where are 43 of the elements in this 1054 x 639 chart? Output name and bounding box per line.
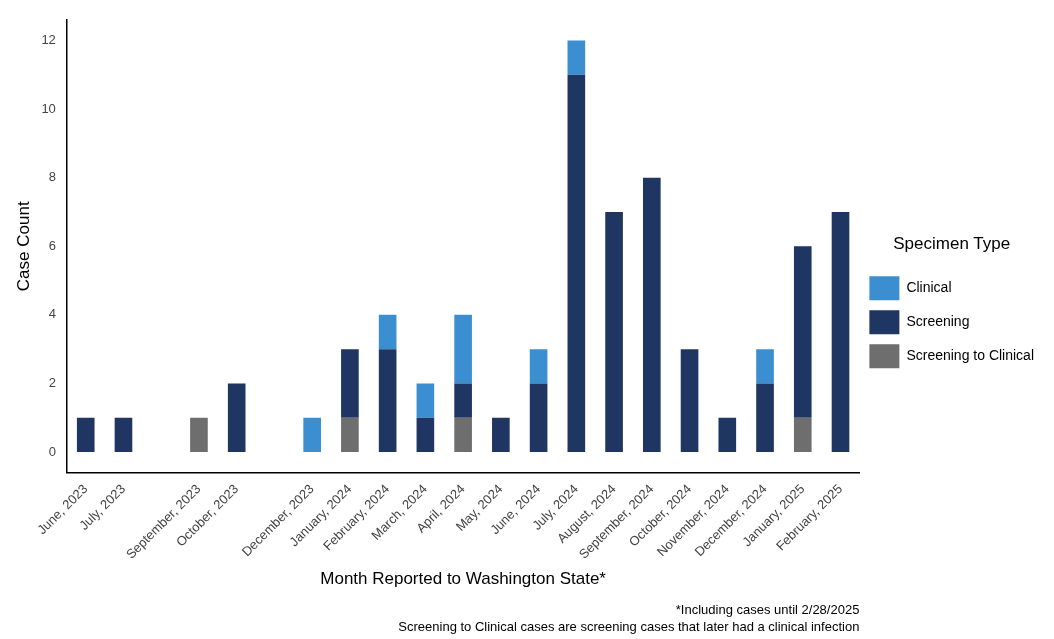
y-tick-label: 2 <box>48 374 56 390</box>
bar <box>76 417 95 452</box>
y-tick-label: 6 <box>48 237 56 253</box>
bar <box>793 417 812 452</box>
text: Screening to Clinical cases are screening cases that later had a clinical infection <box>398 619 860 634</box>
y-tick-label: 12 <box>41 32 56 48</box>
legend-label: Screening to Clinical <box>906 347 1034 364</box>
y-tick-label: 8 <box>48 169 56 185</box>
bar <box>680 349 699 452</box>
bar <box>378 349 397 452</box>
bar <box>114 417 133 452</box>
y-tick-label: 10 <box>41 100 56 116</box>
text: *Including cases until 2/28/2025 <box>675 602 860 617</box>
bar <box>454 417 472 452</box>
bar <box>378 314 397 350</box>
bar <box>718 417 737 452</box>
legend-label: Clinical <box>906 279 952 296</box>
bar <box>492 417 510 452</box>
bar <box>190 417 208 452</box>
legend-label: Screening <box>906 313 970 330</box>
bar <box>793 246 812 418</box>
bar <box>567 40 586 75</box>
y-tick-label: 0 <box>48 443 56 459</box>
y-axis-title: Case Count <box>13 201 33 292</box>
legend-title: Specimen Type <box>893 233 1011 253</box>
bar <box>605 211 623 452</box>
bar <box>756 383 774 452</box>
bar <box>567 74 586 452</box>
bar <box>642 177 661 452</box>
bar <box>341 349 359 418</box>
bar <box>756 349 774 384</box>
bar <box>529 349 548 384</box>
y-tick-label: 4 <box>48 306 56 322</box>
bar <box>303 417 321 452</box>
bar <box>831 211 850 452</box>
bar <box>416 417 435 452</box>
bar <box>227 383 246 452</box>
bar <box>454 314 472 384</box>
bar <box>529 383 548 452</box>
bar <box>454 383 472 418</box>
bar <box>416 383 435 418</box>
bar <box>341 417 359 452</box>
x-axis-title: Month Reported to Washington State* <box>320 569 607 589</box>
